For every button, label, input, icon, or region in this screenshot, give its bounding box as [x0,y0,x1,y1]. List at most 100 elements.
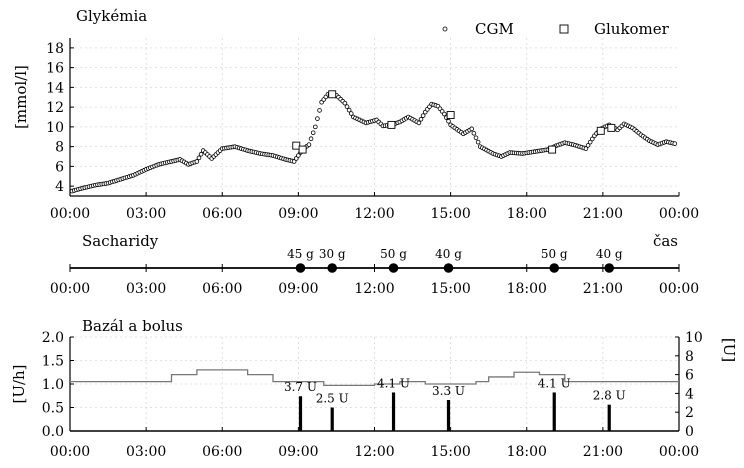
right-y-tick-label: 6 [685,368,694,384]
carbs-x-label: čas [653,232,678,250]
right-y-tick-label: 8 [685,349,694,365]
x-tick-label: 09:00 [278,281,318,297]
insulin-title: Bazál a bolus [82,317,183,335]
carbs-title: Sacharidy [82,232,159,250]
cgm-point [348,111,354,116]
carb-event-label: 40 g [596,247,623,261]
carbs-panel: Sacharidy čas 00:00 03:00 06:00 09:00 12:00 15:… [50,232,699,297]
glucometer-point [548,145,557,154]
right-y-tick-label: 2 [685,405,694,421]
right-y-tick-label: 4 [685,386,694,402]
glucometer-point [607,123,616,132]
carb-event-label: 30 g [319,247,346,261]
x-tick-label: 00:00 [659,444,699,460]
insulin-panel: 0.0 0.5 1.0 1.5 2.0 0 2 4 6 8 10 00:00 03:00 06:00 09:… [10,317,738,460]
right-y-tick-label: 10 [685,330,703,346]
x-tick-label: 18:00 [507,206,547,222]
cgm-point [672,141,678,146]
carb-event-marker [327,263,338,273]
left-y-axis-label: [U/h] [10,364,28,403]
bolus-bar [607,404,611,431]
legend-marker-cgm [442,26,448,32]
bolus-label: 3.3 U [432,384,465,398]
glucometer-point [446,111,455,119]
bolus-bar [330,407,334,431]
chart-title: Glykémia [76,7,147,25]
bolus-label: 2.5 U [316,392,349,406]
x-tick-label: 00:00 [659,281,699,297]
x-tick-label: 15:00 [430,206,470,222]
basal-rate-line [70,369,679,387]
y-tick-label: 16 [46,61,64,77]
carb-event-label: 50 g [541,247,568,261]
glucometer-point [387,120,396,129]
carb-event-marker [604,263,615,273]
left-y-tick-label: 2.0 [42,330,64,346]
x-tick-label: 09:00 [278,206,318,222]
bolus-label: 2.8 U [593,389,626,403]
x-tick-label: 06:00 [202,281,242,297]
left-y-tick-label: 1.0 [42,377,64,393]
x-tick-label: 12:00 [354,206,394,222]
carb-event-label: 50 g [380,247,407,261]
y-axis-label: [mmol/l] [12,65,30,129]
glucometer-point [298,145,307,154]
x-tick-label: 03:00 [126,281,166,297]
cgm-point [194,159,200,164]
cgm-point [475,139,481,145]
cgm-point [308,136,314,142]
x-tick-label: 12:00 [354,444,394,460]
y-tick-label: 14 [46,80,64,96]
carb-event-marker [443,263,454,273]
cgm-point [587,139,593,145]
bolus-bar [391,392,396,431]
cgm-point [446,118,451,124]
cgm-point [473,135,479,141]
cgm-point [315,116,320,121]
right-y-tick-label: 0 [685,424,694,440]
x-tick-label: 06:00 [202,444,242,460]
cgm-point [296,153,301,158]
cgm-point [585,143,591,148]
bolus-bar [552,392,556,431]
carb-event-label: 40 g [435,247,462,261]
legend-label-glukomer: Glukomer [594,20,670,38]
cgm-point [441,111,447,117]
cgm-point [293,156,299,161]
x-tick-label: 09:00 [278,444,318,460]
bolus-label: 4.1 U [377,376,410,390]
left-y-tick-label: 0.5 [42,401,64,417]
left-y-tick-label: 1.5 [42,354,64,370]
y-tick-label: 6 [55,159,64,175]
x-tick-label: 12:00 [354,281,394,297]
cgm-point [583,146,589,151]
cgm-point [306,142,312,147]
cgm-point [344,104,350,109]
cgm-point [471,130,477,136]
carb-event-marker [549,263,560,273]
cgm-point [310,130,316,136]
x-tick-label: 00:00 [50,206,90,222]
y-tick-label: 4 [55,179,64,195]
x-tick-label: 03:00 [126,444,166,460]
x-tick-label: 03:00 [126,206,166,222]
glucometer-point [328,90,337,99]
x-tick-label: 15:00 [430,444,470,460]
x-tick-label: 00:00 [50,444,90,460]
y-tick-label: 8 [55,140,64,156]
x-tick-label: 00:00 [50,281,90,297]
legend-marker-glukomer [559,24,569,34]
cgm-point [420,113,426,118]
cgm-point [590,136,595,142]
cgm-point [342,100,348,106]
legend-label-cgm: CGM [475,20,514,38]
x-tick-label: 21:00 [583,281,623,297]
cgm-point [416,120,422,126]
x-tick-label: 15:00 [430,281,470,297]
bolus-label: 3.7 U [284,380,317,394]
bolus-bar [298,396,303,431]
x-tick-label: 06:00 [202,206,242,222]
carb-event-marker [388,263,399,273]
y-tick-label: 10 [46,120,64,136]
